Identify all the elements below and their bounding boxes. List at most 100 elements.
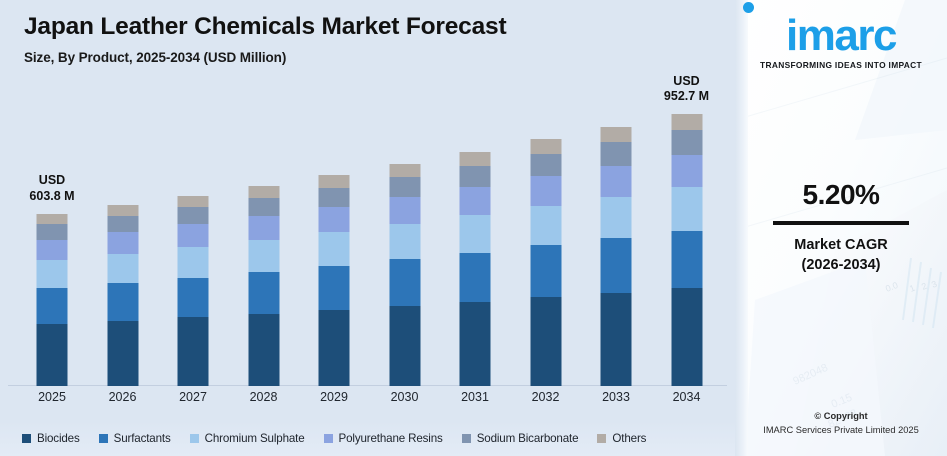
callout-currency: USD <box>673 73 700 88</box>
bar-segment-sodium-bicarbonate[interactable] <box>107 215 138 233</box>
bar-segment-biocides[interactable] <box>530 297 561 386</box>
bar-segment-sodium-bicarbonate[interactable] <box>671 130 702 155</box>
bar-segment-surfactants[interactable] <box>36 287 68 324</box>
bar-segment-chromium-sulphate[interactable] <box>389 223 420 260</box>
bar-segment-polyurethane-resins[interactable] <box>36 239 68 261</box>
stacked-bar[interactable] <box>177 195 209 386</box>
bar-segment-chromium-sulphate[interactable] <box>459 215 491 253</box>
callout-start-value: USD 603.8 M <box>29 173 74 204</box>
stacked-bar[interactable] <box>318 175 350 386</box>
bar-segment-polyurethane-resins[interactable] <box>248 215 279 240</box>
bar-segment-biocides[interactable] <box>248 313 279 386</box>
bar-segment-biocides[interactable] <box>459 301 491 386</box>
legend-swatch-icon <box>98 433 108 443</box>
bar-segment-surfactants[interactable] <box>318 265 350 311</box>
bar-segment-others[interactable] <box>177 195 209 208</box>
bar-segment-others[interactable] <box>107 204 138 216</box>
stacked-bar[interactable] <box>389 163 420 386</box>
bar-segment-others[interactable] <box>530 139 561 154</box>
bar-group <box>227 66 301 386</box>
bar-segment-surfactants[interactable] <box>107 282 138 321</box>
cagr-value: 5.20% <box>802 179 880 210</box>
bar-segment-polyurethane-resins[interactable] <box>318 206 350 233</box>
bar-segment-polyurethane-resins[interactable] <box>389 197 420 224</box>
bar-segment-sodium-bicarbonate[interactable] <box>459 165 491 187</box>
bar-segment-biocides[interactable] <box>389 306 420 386</box>
logo-dot-icon <box>743 2 754 13</box>
bar-segment-others[interactable] <box>600 126 632 143</box>
bar-segment-biocides[interactable] <box>318 310 350 386</box>
bar-segment-sodium-bicarbonate[interactable] <box>177 207 209 225</box>
cagr-block: 5.20% Market CAGR (2026-2034) <box>735 181 947 275</box>
bar-segment-sodium-bicarbonate[interactable] <box>600 142 632 166</box>
x-axis-tick-2031: 2031 <box>461 390 489 404</box>
x-axis-tick-2029: 2029 <box>320 390 348 404</box>
bar-segment-surfactants[interactable] <box>177 277 209 318</box>
bar-segment-biocides[interactable] <box>600 292 632 386</box>
legend-item-chromium-sulphate[interactable]: Chromium Sulphate <box>189 432 305 445</box>
bar-segment-polyurethane-resins[interactable] <box>671 154 702 188</box>
callout-amount: 603.8 M <box>29 189 75 203</box>
bar-segment-others[interactable] <box>248 185 279 198</box>
bar-segment-others[interactable] <box>36 213 68 224</box>
bar-segment-chromium-sulphate[interactable] <box>248 239 279 272</box>
bar-segment-sodium-bicarbonate[interactable] <box>389 177 420 198</box>
bar-segment-surfactants[interactable] <box>389 259 420 307</box>
bar-segment-sodium-bicarbonate[interactable] <box>318 187 350 207</box>
bar-segment-polyurethane-resins[interactable] <box>459 186 491 216</box>
bar-segment-polyurethane-resins[interactable] <box>530 176 561 206</box>
bar-group <box>438 66 512 386</box>
legend-item-sodium-bicarbonate[interactable]: Sodium Bicarbonate <box>461 432 579 445</box>
legend-item-others[interactable]: Others <box>597 432 646 445</box>
logo-wordmark-text: imarc <box>786 11 897 60</box>
legend-swatch-icon <box>461 433 471 443</box>
bar-segment-sodium-bicarbonate[interactable] <box>530 153 561 177</box>
bar-segment-others[interactable] <box>389 163 420 178</box>
legend-item-surfactants[interactable]: Surfactants <box>98 432 171 445</box>
bar-segment-chromium-sulphate[interactable] <box>36 260 68 288</box>
stacked-bar[interactable] <box>248 185 279 386</box>
bar-segment-chromium-sulphate[interactable] <box>671 187 702 231</box>
bar-segment-polyurethane-resins[interactable] <box>600 165 632 197</box>
stacked-bar[interactable] <box>459 151 491 386</box>
bar-segment-polyurethane-resins[interactable] <box>107 232 138 254</box>
bar-segment-others[interactable] <box>318 175 350 188</box>
stacked-bar[interactable] <box>600 126 632 386</box>
x-axis-tick-2032: 2032 <box>531 390 560 404</box>
bar-segment-chromium-sulphate[interactable] <box>530 205 561 246</box>
bar-group <box>297 66 371 386</box>
svg-text:1: 1 <box>908 283 916 294</box>
bar-segment-chromium-sulphate[interactable] <box>107 253 138 283</box>
bar-segment-chromium-sulphate[interactable] <box>177 247 209 278</box>
bar-segment-surfactants[interactable] <box>248 271 279 314</box>
bar-segment-others[interactable] <box>459 151 491 166</box>
stacked-bar[interactable] <box>107 204 138 386</box>
bar-segment-surfactants[interactable] <box>459 252 491 302</box>
bar-segment-sodium-bicarbonate[interactable] <box>36 224 68 240</box>
bar-segment-biocides[interactable] <box>36 323 68 386</box>
bar-segment-sodium-bicarbonate[interactable] <box>248 197 279 216</box>
legend-item-biocides[interactable]: Biocides <box>22 432 80 445</box>
bar-segment-chromium-sulphate[interactable] <box>318 232 350 266</box>
x-axis-tick-2030: 2030 <box>390 390 419 404</box>
svg-text:2: 2 <box>920 281 928 292</box>
brand-background-texture: 0.0 1 2 3 982048 82788 0.15 <box>735 0 947 456</box>
stacked-bar[interactable] <box>671 114 702 386</box>
bar-segment-biocides[interactable] <box>177 317 209 386</box>
bar-segment-surfactants[interactable] <box>600 238 632 293</box>
chart-panel: Japan Leather Chemicals Market Forecast … <box>0 0 735 456</box>
bar-group <box>579 66 653 386</box>
bar-segment-surfactants[interactable] <box>671 230 702 289</box>
bar-segment-others[interactable] <box>671 114 702 131</box>
bar-segment-chromium-sulphate[interactable] <box>600 196 632 239</box>
bar-segment-biocides[interactable] <box>107 320 138 386</box>
bar-group: USD 952.7 M <box>650 66 724 386</box>
bar-segment-surfactants[interactable] <box>530 245 561 298</box>
bar-segment-biocides[interactable] <box>671 288 702 386</box>
bar-segment-polyurethane-resins[interactable] <box>177 224 209 248</box>
stacked-bar[interactable] <box>530 139 561 386</box>
bar-group <box>86 66 160 386</box>
stacked-bar[interactable] <box>36 213 68 386</box>
legend-item-polyurethane-resins[interactable]: Polyurethane Resins <box>323 432 443 445</box>
